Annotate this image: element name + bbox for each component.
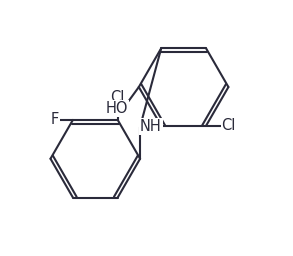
- Text: Cl: Cl: [110, 90, 125, 104]
- Text: HO: HO: [106, 101, 129, 116]
- Text: NH: NH: [140, 119, 162, 134]
- Text: Cl: Cl: [222, 118, 236, 133]
- Text: F: F: [51, 112, 59, 127]
